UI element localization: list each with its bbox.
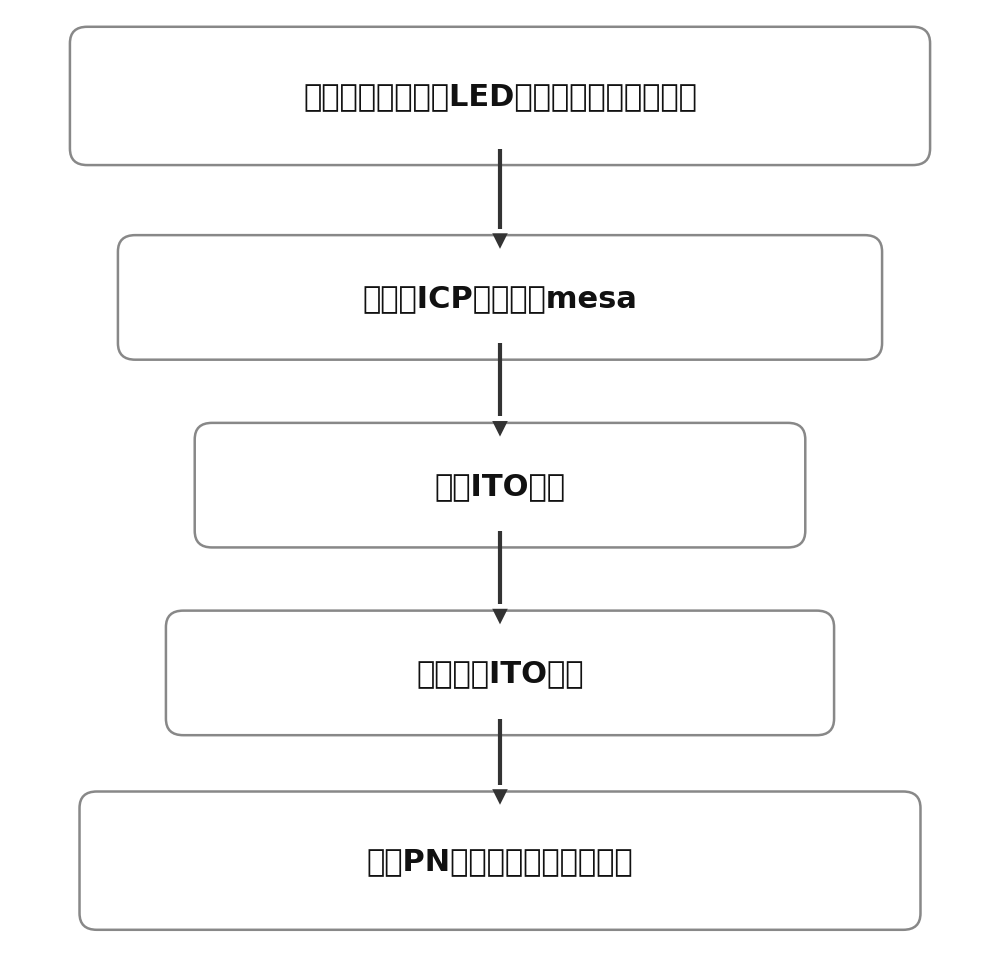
FancyBboxPatch shape [118,236,882,360]
Text: 光刻腐蚀ITO薄膜: 光刻腐蚀ITO薄膜 [416,659,584,688]
FancyBboxPatch shape [166,611,834,736]
Text: 光刻和ICP刻蚀台面mesa: 光刻和ICP刻蚀台面mesa [363,284,637,313]
FancyBboxPatch shape [195,423,805,548]
Text: 光刻PN电极并蒸镀金属、剥离: 光刻PN电极并蒸镀金属、剥离 [367,846,633,875]
Text: 蒸镀ITO薄膜: 蒸镀ITO薄膜 [434,471,566,500]
FancyBboxPatch shape [80,792,920,930]
Text: 在衬底上外延生长LED材料结构，形成外延片: 在衬底上外延生长LED材料结构，形成外延片 [303,82,697,112]
FancyBboxPatch shape [70,28,930,166]
